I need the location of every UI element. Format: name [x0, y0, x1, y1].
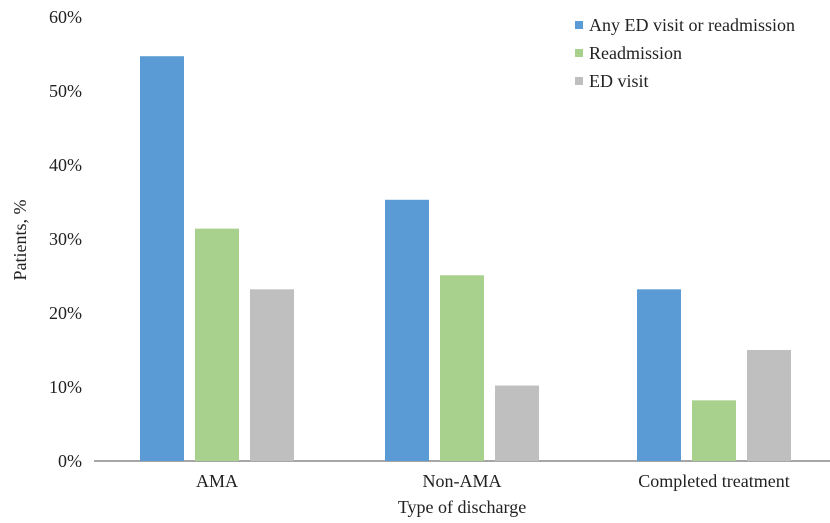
- y-tick-label: 50%: [49, 81, 82, 101]
- y-axis-ticks: 0% 10% 20% 30% 40% 50% 60%: [49, 7, 82, 471]
- x-tick-label: AMA: [196, 471, 238, 491]
- y-tick-label: 0%: [58, 451, 82, 471]
- y-tick-label: 10%: [49, 377, 82, 397]
- legend-swatch: [575, 21, 583, 29]
- x-tick-label: Completed treatment: [638, 471, 789, 491]
- bars: [140, 56, 791, 461]
- x-axis-ticks: AMA Non-AMA Completed treatment: [196, 471, 790, 491]
- y-tick-label: 20%: [49, 303, 82, 323]
- legend-label: Any ED visit or readmission: [589, 15, 795, 35]
- y-tick-label: 40%: [49, 155, 82, 175]
- legend-swatch: [575, 49, 583, 57]
- legend-label: Readmission: [589, 43, 682, 63]
- bar: [250, 289, 294, 461]
- bar: [692, 400, 736, 461]
- bar: [637, 289, 681, 461]
- y-tick-label: 60%: [49, 7, 82, 27]
- legend: Any ED visit or readmission Readmission ED…: [575, 15, 795, 91]
- bar: [747, 350, 791, 461]
- legend-swatch: [575, 77, 583, 85]
- bar: [385, 199, 429, 461]
- bar: [440, 275, 484, 461]
- x-axis-title: Type of discharge: [398, 497, 526, 517]
- y-axis-title: Patients, %: [10, 200, 30, 281]
- legend-label: ED visit: [589, 71, 649, 91]
- x-tick-label: Non-AMA: [423, 471, 502, 491]
- y-tick-label: 30%: [49, 229, 82, 249]
- bar: [495, 385, 539, 461]
- bar: [195, 228, 239, 461]
- bar: [140, 56, 184, 461]
